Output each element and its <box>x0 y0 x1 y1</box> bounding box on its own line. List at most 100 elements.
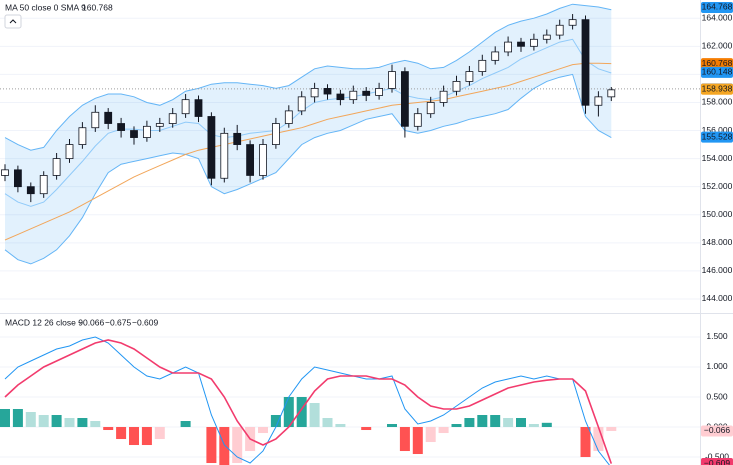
histogram-bar <box>296 397 307 428</box>
candle-body <box>349 90 358 101</box>
collapse-button[interactable] <box>4 14 22 29</box>
y-tick-label: 150.000 <box>702 209 733 219</box>
y-tick-label: 144.000 <box>702 293 733 303</box>
candle-body <box>91 111 100 129</box>
histogram-bar <box>219 427 230 465</box>
histogram-bar <box>90 421 101 428</box>
histogram-bar <box>451 424 462 428</box>
histogram-bar <box>51 415 62 428</box>
histogram-bar <box>180 421 191 428</box>
histogram-bar <box>425 427 436 443</box>
histogram-bar <box>606 427 617 431</box>
histogram-bar <box>154 427 165 440</box>
candle-body <box>491 51 500 61</box>
candle-body <box>439 90 448 103</box>
histogram-bar <box>103 427 114 431</box>
price-badge <box>701 83 733 95</box>
candle-body <box>194 99 203 117</box>
histogram-bar <box>477 415 488 428</box>
y-tick-label: 158.000 <box>702 97 733 107</box>
indicator-line <box>4 62 612 241</box>
price-badge-label: 158.938 <box>702 84 733 94</box>
candle-body <box>362 90 371 96</box>
axis: 144.000 146.000 148.000 150.000 152.000 154.0… <box>701 2 733 465</box>
y-tick-label: 0.500 <box>706 391 728 401</box>
candle-body <box>78 127 87 145</box>
histogram-bar <box>64 418 75 428</box>
candle-body <box>581 19 590 106</box>
indicator-line <box>4 73 612 265</box>
y-tick-label: 154.000 <box>702 153 733 163</box>
candle-body <box>259 144 267 176</box>
candle-body <box>13 169 22 188</box>
candle-body <box>413 113 422 127</box>
candle-body <box>504 41 513 53</box>
histogram-bar <box>141 427 152 446</box>
candle-body <box>220 132 229 179</box>
candle-body <box>517 41 525 47</box>
price-badge-label: −0.609 <box>704 458 731 465</box>
candle-body <box>130 130 138 138</box>
histogram-bar <box>232 427 243 464</box>
price-badge <box>701 58 733 70</box>
price-badge <box>701 458 733 465</box>
candle-body <box>104 111 113 124</box>
candle-body <box>168 113 177 124</box>
histogram-bar <box>528 424 539 428</box>
indicator-line <box>4 336 610 465</box>
candle-body <box>465 71 474 82</box>
candle-body <box>26 186 35 195</box>
price-badge <box>701 1 733 13</box>
histogram-bar <box>283 397 294 428</box>
candle-body <box>155 123 164 127</box>
candle-body <box>530 38 538 47</box>
candle-body <box>568 19 577 26</box>
y-tick-label: -0.500 <box>705 451 729 461</box>
candle-body <box>39 175 48 195</box>
candle-body <box>400 71 409 127</box>
histogram-bar <box>129 427 139 446</box>
candle-body <box>271 123 280 145</box>
candle-body <box>284 110 293 124</box>
candle-body <box>555 24 564 36</box>
histogram-bar <box>309 403 320 428</box>
histogram-bar <box>503 418 514 428</box>
y-tick-label: 164.000 <box>702 12 733 22</box>
histogram-bar <box>387 424 397 428</box>
indicator-label: MA 50 close 0 SMA 9 <box>5 2 86 12</box>
candle-body <box>142 125 151 138</box>
legend-main: MA 50 close 0 SMA 9 160.768 <box>4 2 113 29</box>
histogram-bar <box>464 418 475 428</box>
y-tick-label: 148.000 <box>702 237 733 247</box>
y-tick-label: 146.000 <box>702 265 733 275</box>
indicator-label: MACD 12 26 close 9 <box>5 317 83 327</box>
histogram-bar <box>116 427 127 440</box>
histogram-bar <box>412 427 423 455</box>
candle-body <box>452 81 461 92</box>
histogram-bar <box>322 418 333 428</box>
candle-body <box>388 71 396 89</box>
band-fill <box>5 4 612 264</box>
candle-body <box>323 88 332 95</box>
candle-body <box>607 89 616 98</box>
candle-body <box>375 88 384 96</box>
histogram-bar <box>25 412 36 428</box>
price-badge-label: −0.066 <box>704 425 731 435</box>
price-badge <box>701 66 733 78</box>
plots <box>0 3 700 465</box>
candle-body <box>310 88 319 98</box>
candle-body <box>233 132 242 145</box>
histogram-bar <box>593 427 604 452</box>
histogram-bar <box>38 415 49 428</box>
candle-body <box>181 99 190 115</box>
price-badge-label: 164.768 <box>702 2 733 12</box>
histogram-bar <box>490 415 501 428</box>
candle-body <box>478 59 487 72</box>
price-badge <box>701 131 733 143</box>
candle-body <box>297 96 306 112</box>
histogram-bar <box>206 427 217 464</box>
candle-body <box>542 34 551 40</box>
y-tick-label: 162.000 <box>702 41 733 51</box>
